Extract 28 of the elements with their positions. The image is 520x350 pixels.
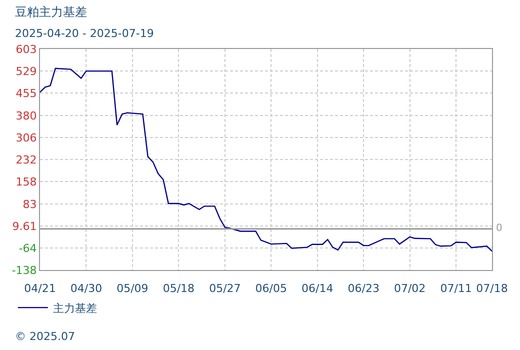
y-tick-label: 158	[16, 176, 37, 189]
legend-label: 主力基差	[52, 302, 97, 315]
y-tick-label: 9.61	[12, 220, 37, 233]
x-tick-label: 07/02	[394, 282, 426, 296]
y-tick-label: -64	[18, 242, 37, 255]
x-tick-label: 05/27	[209, 282, 241, 296]
x-tick-label: 07/18	[476, 282, 508, 296]
y-tick-label: 603	[16, 42, 37, 56]
chart-title: 豆粕主力基差	[15, 5, 87, 19]
chart-subtitle: 2025-04-20 - 2025-07-19	[15, 27, 154, 40]
y-tick-label: 380	[16, 109, 37, 122]
x-tick-label: 06/14	[302, 282, 334, 296]
y-tick-label: -138	[12, 264, 37, 277]
text: © 2025.07	[15, 330, 75, 343]
x-tick-label: 04/30	[70, 282, 102, 296]
y-tick-label: 306	[16, 131, 37, 144]
y-tick-label: 83	[22, 198, 37, 211]
y-tick-label: 529	[16, 64, 37, 78]
x-tick-label: 07/11	[440, 282, 472, 296]
y-tick-label: 455	[16, 86, 37, 100]
x-tick-label: 06/05	[255, 282, 287, 296]
ref-line-label: 0	[496, 223, 502, 234]
y-tick-label: 232	[16, 154, 37, 166]
line-series	[40, 68, 492, 252]
x-tick-label: 05/18	[162, 282, 195, 296]
x-tick-label: 04/21	[24, 282, 56, 296]
x-tick-label: 06/23	[348, 282, 380, 296]
x-tick-label: 05/09	[116, 282, 148, 296]
